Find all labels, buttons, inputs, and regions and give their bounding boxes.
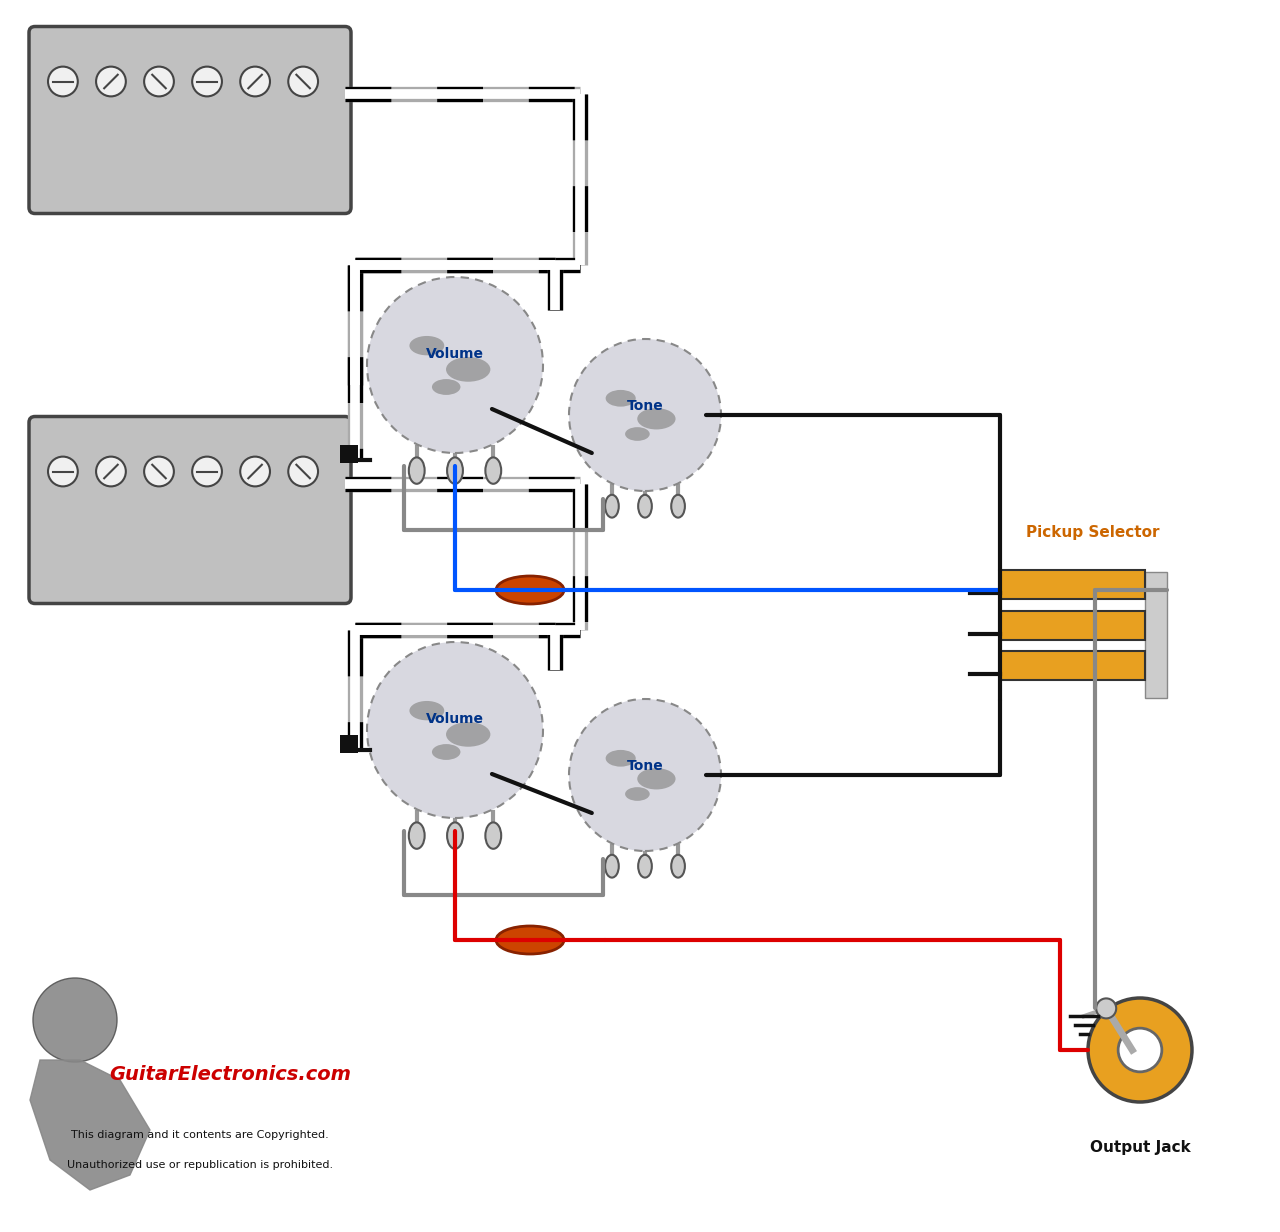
Circle shape bbox=[288, 67, 317, 96]
Polygon shape bbox=[29, 1060, 150, 1190]
Wedge shape bbox=[380, 655, 530, 731]
Ellipse shape bbox=[410, 336, 444, 355]
Wedge shape bbox=[380, 291, 530, 365]
Ellipse shape bbox=[408, 457, 425, 484]
Circle shape bbox=[570, 699, 721, 851]
Text: Tone: Tone bbox=[627, 759, 663, 772]
Ellipse shape bbox=[671, 855, 685, 877]
Ellipse shape bbox=[625, 428, 650, 441]
Bar bbox=[340, 445, 358, 463]
Circle shape bbox=[96, 67, 125, 96]
Ellipse shape bbox=[485, 457, 502, 484]
Circle shape bbox=[1088, 998, 1192, 1101]
Ellipse shape bbox=[497, 926, 564, 954]
Text: Output Jack: Output Jack bbox=[1089, 1140, 1190, 1156]
Circle shape bbox=[1119, 1029, 1162, 1072]
Text: This diagram and it contents are Copyrighted.: This diagram and it contents are Copyrig… bbox=[72, 1130, 329, 1140]
Circle shape bbox=[192, 457, 221, 487]
Ellipse shape bbox=[625, 787, 650, 801]
Bar bbox=[1000, 570, 1146, 599]
Bar bbox=[1146, 572, 1167, 699]
Text: Volume: Volume bbox=[426, 712, 484, 727]
Text: Tone: Tone bbox=[627, 399, 663, 413]
FancyBboxPatch shape bbox=[29, 27, 351, 213]
Ellipse shape bbox=[671, 495, 685, 517]
Circle shape bbox=[49, 457, 78, 487]
Ellipse shape bbox=[447, 457, 463, 484]
Bar bbox=[340, 736, 358, 753]
Circle shape bbox=[570, 339, 721, 492]
Circle shape bbox=[145, 67, 174, 96]
Circle shape bbox=[241, 457, 270, 487]
Ellipse shape bbox=[497, 577, 564, 604]
Ellipse shape bbox=[445, 357, 490, 382]
Ellipse shape bbox=[605, 495, 618, 517]
Circle shape bbox=[367, 642, 543, 818]
Bar bbox=[1000, 611, 1146, 639]
Circle shape bbox=[1096, 998, 1116, 1019]
Ellipse shape bbox=[445, 722, 490, 747]
Text: GuitarElectronics.com: GuitarElectronics.com bbox=[109, 1066, 351, 1084]
Ellipse shape bbox=[485, 823, 502, 849]
Circle shape bbox=[96, 457, 125, 487]
Wedge shape bbox=[580, 350, 709, 415]
FancyBboxPatch shape bbox=[29, 416, 351, 604]
Text: Pickup Selector: Pickup Selector bbox=[1025, 525, 1160, 540]
Ellipse shape bbox=[637, 408, 676, 430]
Wedge shape bbox=[580, 711, 709, 775]
Ellipse shape bbox=[605, 750, 636, 766]
Bar bbox=[1000, 652, 1146, 680]
Circle shape bbox=[367, 277, 543, 453]
Circle shape bbox=[33, 978, 116, 1062]
Ellipse shape bbox=[605, 389, 636, 407]
Ellipse shape bbox=[408, 823, 425, 849]
Circle shape bbox=[288, 457, 317, 487]
Text: Unauthorized use or republication is prohibited.: Unauthorized use or republication is pro… bbox=[67, 1161, 333, 1170]
Circle shape bbox=[192, 67, 221, 96]
Ellipse shape bbox=[431, 744, 461, 760]
Ellipse shape bbox=[639, 855, 652, 877]
Ellipse shape bbox=[605, 855, 618, 877]
Circle shape bbox=[145, 457, 174, 487]
Circle shape bbox=[241, 67, 270, 96]
Ellipse shape bbox=[410, 701, 444, 721]
Text: Volume: Volume bbox=[426, 347, 484, 361]
Ellipse shape bbox=[637, 769, 676, 790]
Circle shape bbox=[49, 67, 78, 96]
Ellipse shape bbox=[447, 823, 463, 849]
Ellipse shape bbox=[431, 379, 461, 395]
Ellipse shape bbox=[639, 495, 652, 517]
